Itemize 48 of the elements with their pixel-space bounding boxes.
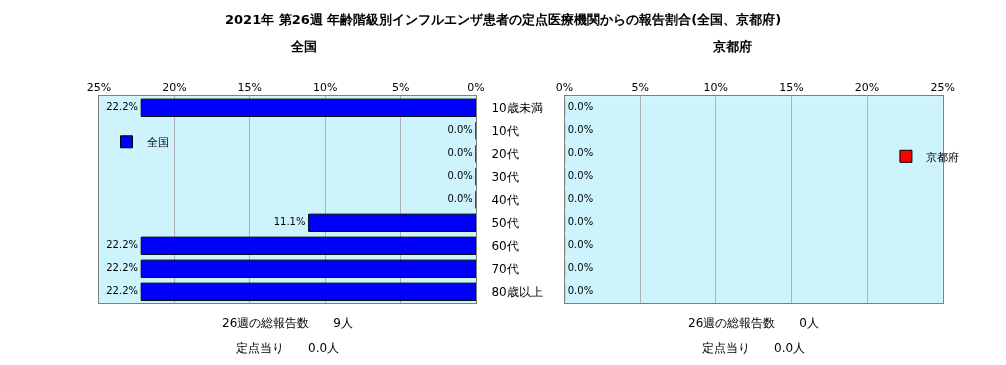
y-tick-label: 40代	[491, 192, 519, 207]
y-tick-label: 80歳以上	[491, 284, 543, 299]
data-label: 22.2%	[103, 262, 142, 274]
data-label: 0.0%	[564, 170, 597, 182]
x-tick-label: 15%	[237, 80, 263, 94]
legend-label: 全国	[146, 136, 169, 150]
data-label: 0.0%	[564, 193, 597, 205]
x-tick-label: 5%	[631, 80, 649, 94]
text: 定点当り 0.0人	[702, 341, 806, 355]
y-tick-label: 70代	[491, 261, 519, 276]
text: 26週の総報告数 0人	[688, 316, 819, 330]
data-label: 0.0%	[564, 262, 597, 274]
text: 定点当り 0.0人	[236, 341, 340, 355]
x-tick-label: 10%	[703, 80, 729, 94]
data-label: 22.2%	[103, 285, 142, 297]
data-label: 22.2%	[103, 101, 142, 113]
chart-subtitle: 全国	[290, 39, 317, 54]
x-tick-label: 25%	[86, 80, 112, 94]
data-label: 0.0%	[564, 216, 597, 228]
y-tick-label: 30代	[491, 169, 519, 184]
data-label: 0.0%	[564, 124, 597, 136]
y-tick-label: 60代	[491, 238, 519, 253]
data-label: 11.1%	[270, 216, 309, 228]
data-label: 0.0%	[444, 124, 477, 136]
data-label: 0.0%	[444, 193, 477, 205]
data-label: 0.0%	[444, 170, 477, 182]
data-label: 0.0%	[564, 147, 597, 159]
x-tick-label: 5%	[391, 80, 410, 94]
text: 2021年 第26週 年齢階級別インフルエンザ患者の定点医療機関からの報告割合(全国、京都府)	[225, 12, 782, 27]
y-tick-label: 50代	[491, 215, 519, 230]
x-tick-label: 0%	[467, 80, 485, 94]
legend-label: 京都府	[925, 150, 959, 164]
data-label: 0.0%	[564, 285, 597, 297]
x-tick-label: 0%	[555, 80, 574, 94]
x-tick-label: 10%	[312, 80, 338, 94]
text: 26週の総報告数 9人	[222, 316, 353, 330]
chart-title: 京都府	[712, 39, 752, 54]
y-tick-label: 20代	[491, 146, 519, 161]
y-tick-label: 10代	[491, 123, 519, 138]
x-tick-label: 25%	[930, 80, 955, 94]
data-label: 0.0%	[444, 147, 477, 159]
x-tick-label: 15%	[779, 80, 804, 94]
data-label: 22.2%	[103, 239, 142, 251]
x-tick-label: 20%	[162, 80, 187, 94]
data-label: 0.0%	[564, 101, 597, 113]
data-label: 0.0%	[564, 239, 597, 251]
x-tick-label: 20%	[854, 80, 880, 94]
y-tick-label: 10歳未満	[491, 100, 543, 115]
